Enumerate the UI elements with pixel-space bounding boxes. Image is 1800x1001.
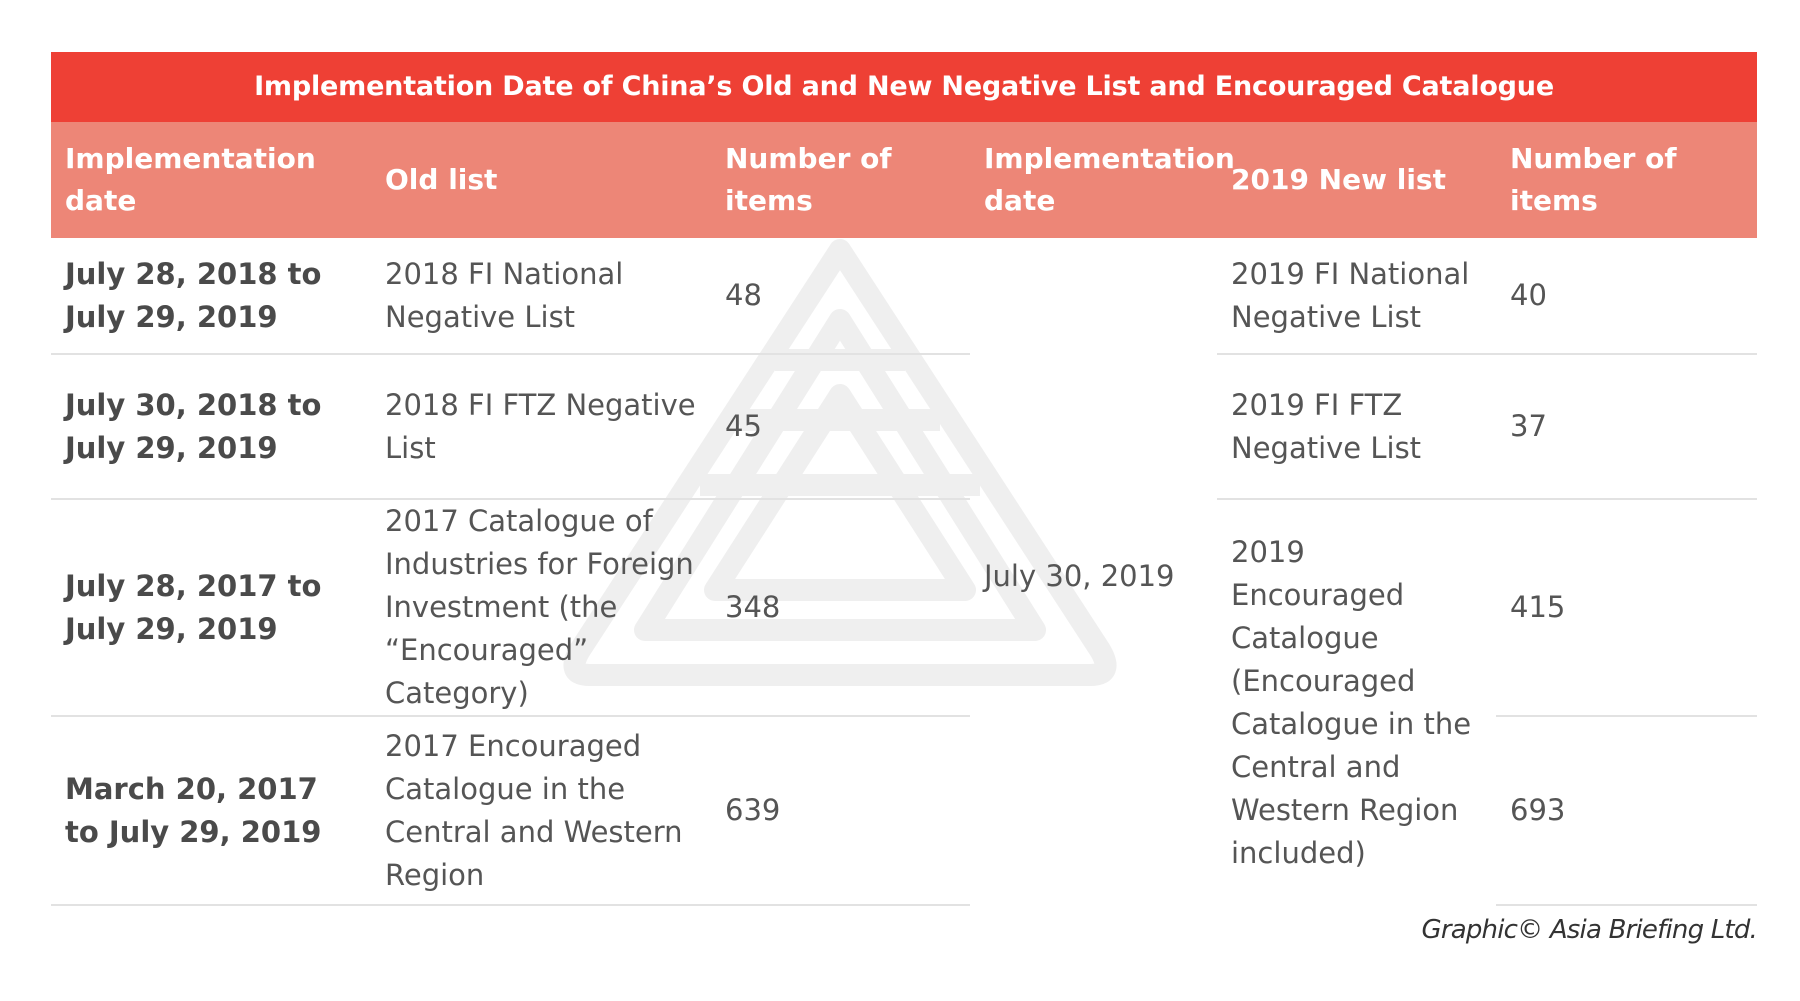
table-row: July 28, 2017 to July 29, 2019 2017 Cata…: [51, 498, 1757, 905]
old-list-cell: 2017 Catalogue of Industries for Foreign…: [371, 498, 711, 716]
table-row: July 30, 2018 to July 29, 2019 2018 FI F…: [51, 353, 1757, 499]
header-old-list: Old list: [371, 122, 711, 238]
comparison-table: Implementation date Old list Number of i…: [51, 122, 1757, 906]
impl-date-cell: March 20, 2017 to July 29, 2019: [51, 715, 371, 906]
impl-date-cell: July 30, 2018 to July 29, 2019: [51, 353, 371, 499]
old-count-cell: 639: [711, 715, 970, 906]
new-list-cell: 2019 Encouraged Catalogue (Encouraged Ca…: [1217, 498, 1496, 905]
table-title: Implementation Date of China’s Old and N…: [51, 52, 1757, 122]
table-container: Implementation Date of China’s Old and N…: [51, 52, 1757, 906]
header-new-list: 2019 New list: [1217, 122, 1496, 238]
old-list-cell: 2018 FI FTZ Negative List: [371, 353, 711, 499]
new-count-cell: 415: [1496, 498, 1757, 716]
new-count-cell: 37: [1496, 353, 1757, 499]
old-count-cell: 348: [711, 498, 970, 716]
new-list-cell: 2019 FI FTZ Negative List: [1217, 353, 1496, 499]
new-count-cell: 40: [1510, 278, 1547, 312]
header-impl-date: Implementation date: [51, 122, 371, 238]
old-count-cell: 45: [711, 353, 970, 499]
header-new-count: Number of items: [1496, 122, 1757, 238]
old-list-cell: 2017 Encouraged Catalogue in the Central…: [371, 715, 711, 906]
new-count-cell: 693: [1496, 715, 1757, 906]
graphic-credit: Graphic© Asia Briefing Ltd.: [1421, 915, 1757, 945]
old-count-cell: 48: [725, 278, 762, 312]
new-list-cell: 2019 FI National Negative List: [1231, 256, 1470, 334]
table-row: July 28, 2018 to July 29, 2019 2018 FI N…: [51, 238, 1757, 594]
header-new-impl-date: Implementation date: [970, 122, 1235, 238]
new-impl-date-cell: July 30, 2019: [984, 559, 1175, 593]
table-row: March 20, 2017 to July 29, 2019 2017 Enc…: [51, 715, 1757, 906]
header-row: Implementation date Old list Number of i…: [51, 122, 1757, 238]
impl-date-cell: July 28, 2018 to July 29, 2019: [65, 256, 322, 334]
header-old-count: Number of items: [711, 122, 970, 238]
old-list-cell: 2018 FI National Negative List: [385, 256, 624, 334]
impl-date-cell: July 28, 2017 to July 29, 2019: [51, 498, 371, 716]
